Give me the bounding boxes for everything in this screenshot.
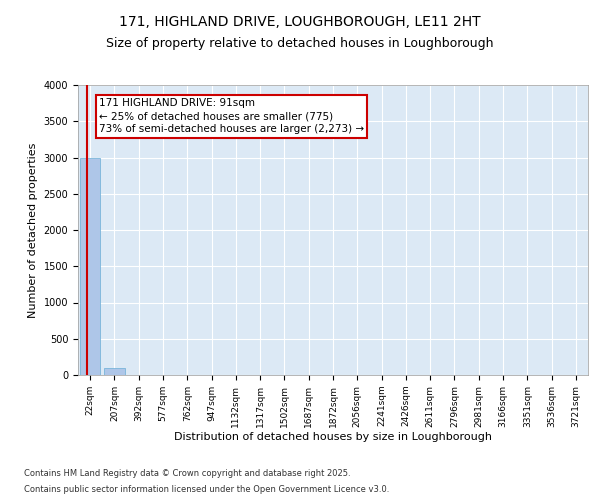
Bar (104, 368, 125, 375)
Text: Size of property relative to detached houses in Loughborough: Size of property relative to detached ho… (106, 38, 494, 51)
X-axis label: Distribution of detached houses by size in Loughborough: Distribution of detached houses by size … (174, 432, 492, 442)
Y-axis label: Number of detached properties: Number of detached properties (28, 142, 38, 318)
Text: 171, HIGHLAND DRIVE, LOUGHBOROUGH, LE11 2HT: 171, HIGHLAND DRIVE, LOUGHBOROUGH, LE11 … (119, 15, 481, 29)
Text: Contains HM Land Registry data © Crown copyright and database right 2025.: Contains HM Land Registry data © Crown c… (24, 468, 350, 477)
Text: 171 HIGHLAND DRIVE: 91sqm
← 25% of detached houses are smaller (775)
73% of semi: 171 HIGHLAND DRIVE: 91sqm ← 25% of detac… (98, 98, 364, 134)
Text: Contains public sector information licensed under the Open Government Licence v3: Contains public sector information licen… (24, 485, 389, 494)
Bar (80, 158, 100, 375)
